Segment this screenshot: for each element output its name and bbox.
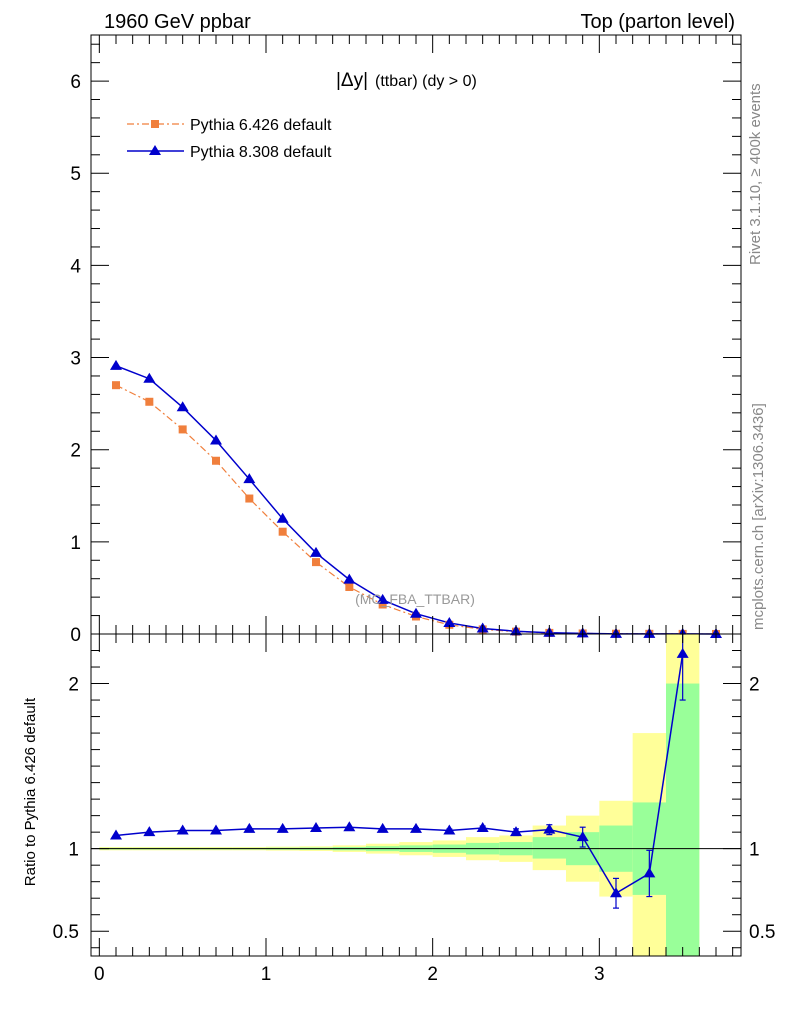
main-ytick-label: 3 — [70, 349, 81, 370]
legend-marker-pythia8 — [149, 145, 161, 155]
legend-marker-pythia6 — [151, 120, 159, 128]
data-point-pythia6 — [212, 456, 220, 465]
ratio-point-pythia8 — [376, 822, 389, 833]
data-point-pythia8 — [210, 434, 222, 445]
ratio-ytick-label-right: 0.5 — [749, 922, 775, 943]
data-point-pythia8 — [110, 359, 122, 370]
data-point-pythia8 — [243, 473, 256, 484]
ratio-point-pythia8 — [510, 826, 522, 837]
ratio-point-pythia8 — [110, 829, 122, 840]
main-frame — [90, 34, 742, 635]
main-ytick-label: 5 — [70, 164, 81, 185]
ratio-point-pythia8 — [243, 822, 256, 833]
band-inner-bin — [666, 683, 700, 956]
data-point-pythia6 — [345, 583, 354, 592]
data-point-pythia6 — [112, 381, 120, 390]
ratio-uncertainty-band — [99, 634, 700, 956]
data-point-pythia8 — [143, 372, 156, 383]
ratio-point-pythia8 — [576, 831, 589, 842]
ratio-ytick-label-right: 2 — [749, 675, 760, 696]
main-ytick-label: 4 — [70, 256, 81, 277]
rivet-label: Rivet 3.1.10, ≥ 400k events — [747, 83, 764, 265]
ratio-ytick-label: 1 — [68, 840, 79, 861]
ratio-axes: 0.5 0.5 1 1 2 2 0 1 2 3 — [53, 633, 775, 985]
legend: Pythia 6.426 default Pythia 8.308 defaul… — [127, 117, 332, 161]
ratio-point-pythia8 — [610, 887, 622, 898]
ratio-ytick-label-right: 1 — [749, 840, 760, 861]
data-point-pythia6 — [178, 425, 187, 434]
ratio-ytick-label: 0.5 — [53, 922, 79, 943]
ratio-xtick-label: 1 — [261, 964, 272, 985]
ratio-ylabel: Ratio to Pythia 6.426 default — [22, 697, 39, 886]
main-ytick-label: 0 — [70, 625, 81, 646]
ratio-point-pythia8 — [276, 822, 289, 833]
data-point-pythia8 — [376, 593, 389, 604]
header-left-title: 1960 GeV ppbar — [104, 11, 251, 33]
data-point-pythia6 — [145, 397, 154, 406]
legend-label-pythia8: Pythia 8.308 default — [190, 144, 332, 161]
ratio-point-pythia8 — [410, 822, 422, 833]
data-point-pythia8 — [410, 607, 422, 618]
mcplots-label: mcplots.cern.ch [arXiv:1306.3436] — [750, 403, 767, 630]
ratio-ytick-label: 2 — [68, 675, 79, 696]
ratio-point-pythia8 — [643, 867, 656, 878]
main-ytick-label: 6 — [70, 72, 81, 93]
ratio-xtick-label: 0 — [94, 964, 105, 985]
ratio-xtick-label: 3 — [594, 964, 605, 985]
data-point-pythia6 — [312, 558, 320, 567]
ratio-point-pythia8 — [176, 824, 189, 835]
data-point-pythia8 — [343, 573, 356, 584]
legend-label-pythia6: Pythia 6.426 default — [190, 117, 332, 134]
main-axes: 0 1 2 3 4 5 6 — [70, 34, 742, 646]
main-ytick-label: 1 — [70, 533, 81, 554]
watermark-label: (MC_FBA_TTBAR) — [355, 591, 475, 607]
ratio-point-pythia8 — [210, 824, 222, 835]
header-right-title: Top (parton level) — [580, 11, 735, 33]
ratio-point-pythia8 — [143, 826, 156, 837]
data-point-pythia6 — [245, 494, 254, 503]
data-point-pythia6 — [378, 600, 387, 609]
data-point-pythia6 — [278, 527, 287, 536]
main-ytick-label: 2 — [70, 441, 81, 462]
ratio-point-pythia8 — [443, 824, 456, 835]
ratio-point-pythia8 — [543, 823, 556, 834]
ratio-xtick-label: 2 — [427, 964, 438, 985]
data-point-pythia8 — [443, 616, 456, 627]
plot-title-main: |Δy| — [336, 70, 368, 91]
data-point-pythia8 — [310, 546, 322, 557]
ratio-point-pythia8 — [343, 821, 356, 832]
data-point-pythia8 — [176, 401, 189, 412]
data-point-pythia8 — [276, 512, 289, 523]
ratio-series-layer — [110, 633, 689, 909]
ratio-line-pythia8 — [115, 653, 684, 895]
band-inner-bin — [532, 837, 566, 859]
ratio-point-pythia8 — [676, 647, 689, 658]
ratio-point-pythia8 — [310, 822, 322, 833]
ratio-point-pythia8 — [476, 822, 489, 833]
plot-title-sub: (ttbar) (dy > 0) — [375, 73, 477, 90]
